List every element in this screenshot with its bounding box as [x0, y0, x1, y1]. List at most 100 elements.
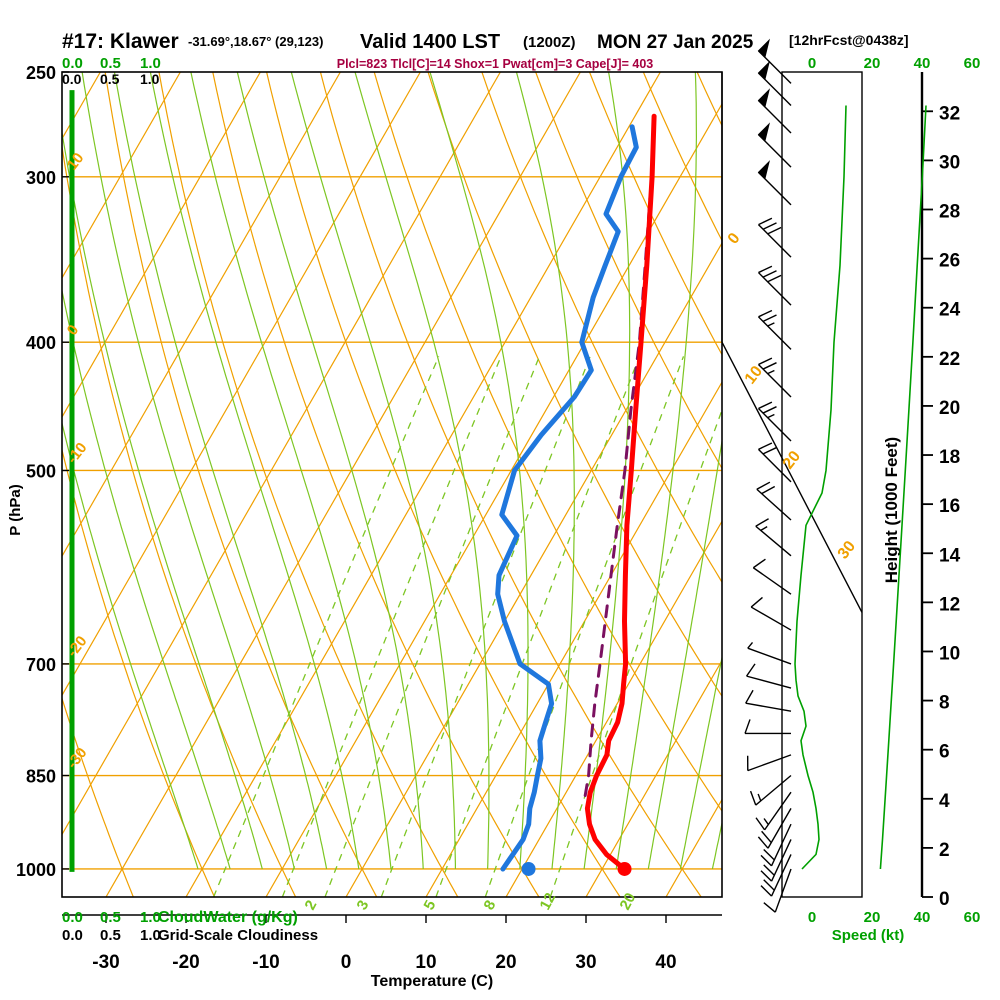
parcel-trajectory-curve: [583, 194, 652, 797]
mixing-ratio-label: 20: [617, 890, 640, 913]
height-tick-label: 8: [939, 693, 950, 714]
mixing-ratio-label: 8: [481, 898, 500, 913]
pressure-tick-label: 250: [26, 63, 56, 83]
height-tick-label: 14: [939, 545, 961, 566]
height-tick-label: 28: [939, 202, 960, 223]
height-tick-label: 18: [939, 447, 960, 468]
cloudiness-tick-top: 0.0: [62, 71, 82, 87]
wind-barb: [757, 357, 792, 398]
mixing-ratio-label: 3: [354, 898, 373, 913]
speed-tick-bottom: 40: [914, 909, 931, 926]
wind-barb: [756, 481, 792, 521]
wind-barb: [745, 663, 792, 689]
speed-tick-top: 60: [964, 55, 981, 72]
cloudwater-axis-label: CloudWater (g/Kg): [158, 909, 298, 926]
pressure-tick-label: 700: [26, 655, 56, 675]
cloudiness-tick-top: 0.5: [100, 71, 120, 87]
wind-barb: [760, 854, 792, 897]
temperature-tick-label: -10: [252, 952, 279, 973]
height-profile-curve: [879, 105, 927, 870]
pressure-tick-label: 1000: [16, 860, 56, 880]
cloudwater-tick-top: 0.0: [62, 55, 83, 72]
height-tick-label: 4: [939, 791, 950, 812]
height-axis-label: Height (1000 Feet): [882, 437, 901, 583]
height-tick-label: 26: [939, 251, 960, 272]
wind-barb: [757, 160, 792, 206]
temperature-tick-label: -30: [92, 952, 119, 973]
height-tick-label: 12: [939, 594, 960, 615]
wind-barb: [757, 808, 792, 849]
isotherm-label-left: -30: [64, 744, 91, 772]
isotherm-label-left: 10: [64, 150, 88, 174]
wind-barb: [752, 558, 792, 595]
valid-date: MON 27 Jan 2025: [597, 32, 754, 53]
wind-barb: [750, 596, 792, 631]
wind-barb: [757, 60, 792, 106]
wind-barb: [757, 442, 792, 483]
wind-barb: [745, 689, 792, 712]
isotherm-label-right: 0: [725, 230, 744, 248]
height-tick-label: 2: [939, 840, 950, 861]
labels: #17: Klawer -31.69°,18.67° (29,123) Valid …: [7, 30, 980, 990]
cloudiness-tick-bottom: 0.0: [62, 927, 83, 944]
wind-speed-curve: [794, 105, 847, 870]
station-coords: -31.69°,18.67° (29,123): [188, 34, 323, 49]
height-tick-label: 20: [939, 398, 960, 419]
temperature-tick-label: 40: [655, 952, 676, 973]
wind-barb: [760, 839, 792, 882]
speed-tick-bottom: 0: [808, 909, 816, 926]
temperature-tick-label: 20: [495, 952, 516, 973]
wind-barb: [757, 122, 792, 168]
dewpoint-curve: [495, 124, 639, 872]
height-tick-label: 0: [939, 889, 950, 910]
speed-tick-top: 40: [914, 55, 931, 72]
pressure-tick-label: 400: [26, 333, 56, 353]
mixing-ratio-label: 12: [537, 890, 560, 913]
pressure-tick-label: 300: [26, 168, 56, 188]
station-title: #17: Klawer: [62, 30, 179, 53]
isotherm-label-right: 30: [835, 538, 859, 563]
cloudiness-tick-bottom: 1.0: [140, 927, 161, 944]
mixing-ratio-lines: [212, 356, 722, 897]
isotherm-lines: [62, 72, 722, 897]
height-tick-label: 24: [939, 300, 961, 321]
wind-barb-panel: [721, 71, 863, 898]
forecast-stamp: [12hrFcst@0438z]: [789, 32, 908, 48]
wind-barb: [757, 38, 792, 84]
valid-utc: (1200Z): [523, 34, 576, 51]
speed-tick-top: 0: [808, 55, 816, 72]
temperature-curve: [584, 113, 657, 872]
speed-axis-label: Speed (kt): [832, 927, 905, 944]
cloudiness-tick-top: 1.0: [140, 71, 160, 87]
stability-indices: Plcl=823 Tlcl[C]=14 Shox=1 Pwat[cm]=3 Ca…: [337, 57, 654, 71]
height-tick-label: 16: [939, 496, 960, 517]
wind-barbs: [744, 38, 792, 913]
cloudiness-axis-label: Grid-Scale Cloudiness: [158, 927, 318, 944]
wind-barb: [757, 401, 792, 442]
wind-barb: [757, 217, 792, 258]
wind-barb: [749, 774, 792, 806]
isotherm-label-left: -10: [64, 439, 91, 467]
height-tick-label: 30: [939, 152, 960, 173]
height-tick-label: 10: [939, 643, 960, 664]
pressure-tick-label: 850: [26, 767, 56, 787]
cloudwater-tick-bottom: 0.5: [100, 909, 121, 926]
speed-tick-top: 20: [864, 55, 881, 72]
wind-barb: [757, 88, 792, 134]
temperature-tick-label: -20: [172, 952, 199, 973]
temperature-tick-label: 10: [415, 952, 436, 973]
mixing-ratio-label: 5: [421, 898, 440, 913]
wind-barb: [757, 309, 792, 350]
mixing-ratio-label: 2: [302, 898, 321, 913]
height-tick-label: 32: [939, 103, 960, 124]
wind-barb: [755, 518, 792, 557]
wind-barb: [744, 719, 791, 735]
plot-border: [61, 71, 723, 898]
height-tick-label: 6: [939, 742, 950, 763]
isotherm-label-right: 10: [742, 363, 766, 388]
temperature-axis-label: Temperature (C): [371, 973, 493, 990]
isotherm-label-right: 20: [780, 448, 804, 473]
surface-dewpoint-dot: [521, 861, 536, 876]
wind-barb: [757, 265, 792, 306]
